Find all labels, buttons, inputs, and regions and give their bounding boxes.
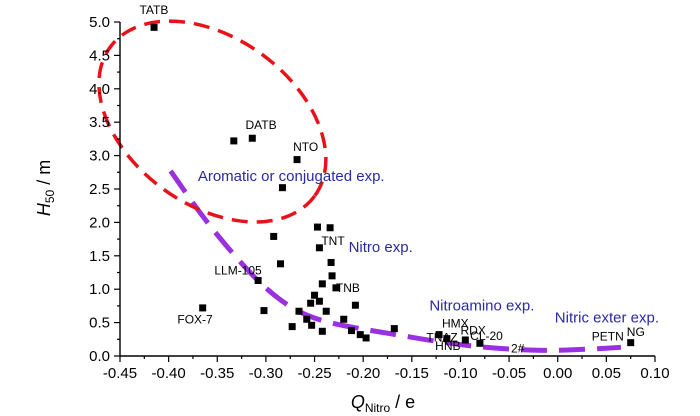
data-point [293, 156, 301, 164]
y-tick-label: 1.5 [89, 248, 110, 265]
data-point [303, 315, 311, 323]
ellipse-layer [97, 19, 328, 224]
y-tick-label: 2.5 [89, 181, 110, 198]
x-tick-label: -0.05 [492, 365, 526, 382]
x-tick-label: -0.10 [443, 365, 477, 382]
point-label: PETN [592, 330, 624, 344]
data-point [390, 325, 398, 333]
y-tick-label: 4.0 [89, 81, 110, 98]
x-tick-label: -0.20 [346, 365, 380, 382]
point-label: CL-20 [470, 329, 503, 343]
point-label: HMX [442, 316, 469, 330]
y-axis-title-unit: / m [34, 160, 54, 190]
x-tick-label: -0.35 [200, 365, 234, 382]
x-tick-label: 0.00 [543, 365, 572, 382]
y-tick-label: 1.0 [89, 281, 110, 298]
data-point [318, 280, 326, 288]
data-point [356, 331, 364, 339]
data-point [277, 260, 284, 268]
x-tick-label: -0.15 [395, 365, 429, 382]
axes: -0.45 -0.40 -0.35 -0.30 -0.25 -0.20 -0.15 -0.10… [89, 14, 669, 382]
data-point [288, 323, 296, 331]
data-point [328, 272, 336, 280]
point-label: 2# [511, 342, 525, 356]
annotation-label: Nitro exp. [349, 239, 413, 256]
data-point [318, 327, 326, 335]
point-label: HNB [435, 339, 460, 353]
y-tick-label: 3.0 [89, 148, 110, 165]
point-label: TNT [321, 234, 345, 248]
point-label: NTO [293, 140, 318, 154]
x-tick-label: 0.10 [640, 365, 669, 382]
data-point [260, 307, 268, 315]
data-point [348, 327, 356, 335]
data-point [270, 232, 278, 240]
data-point [295, 307, 303, 315]
y-tick-label: 5.0 [89, 14, 110, 31]
data-point [315, 244, 323, 252]
point-label: TATB [139, 3, 168, 17]
data-point [476, 339, 484, 347]
data-point [313, 223, 321, 231]
point-label: FOX-7 [177, 312, 213, 326]
x-tick-label: 0.05 [592, 365, 621, 382]
x-tick-label: -0.40 [152, 365, 186, 382]
y-tick-label: 3.5 [89, 114, 110, 131]
y-axis-title-sub: 50 [43, 190, 57, 204]
data-point [362, 334, 370, 342]
x-axis-title-unit: / e [390, 392, 415, 412]
data-point [230, 137, 238, 145]
data-point [443, 335, 451, 343]
data-point [435, 331, 443, 339]
y-tick-label: 0.0 [89, 348, 110, 365]
y-axis-title-main: H [34, 202, 54, 216]
y-tick-label: 0.5 [89, 315, 110, 332]
data-point [332, 284, 340, 292]
purple-dashed-fit-curve [168, 169, 622, 353]
data-point [327, 258, 335, 266]
annotations-layer: Aromatic or conjugated exp. Nitro exp. Nit… [198, 168, 659, 327]
data-point [351, 301, 359, 309]
data-point [340, 315, 348, 323]
point-label: RDX [460, 324, 485, 338]
data-point [461, 336, 469, 344]
data-point [248, 134, 256, 142]
data-point [278, 184, 286, 192]
annotation-label: Nitric exter exp. [555, 310, 659, 327]
data-point [627, 339, 635, 347]
data-point [254, 277, 262, 285]
x-tick-label: -0.25 [297, 365, 331, 382]
point-label: TNAZ [426, 330, 457, 344]
y-axis-title: H50 / m [34, 160, 57, 216]
red-dashed-ellipse [97, 19, 328, 224]
x-tick-label: -0.30 [249, 365, 283, 382]
point-label: DATB [245, 118, 276, 132]
x-axis-title: QNitro / e [351, 392, 415, 415]
annotation-label: Nitroamino exp. [429, 298, 534, 315]
x-axis-title-main: Q [351, 392, 365, 412]
point-label: LLM-105 [214, 264, 262, 278]
data-point [150, 23, 158, 31]
y-tick-label: 2.0 [89, 214, 110, 231]
x-tick-label: -0.45 [103, 365, 137, 382]
data-point [322, 307, 330, 315]
point-label: NG [627, 325, 645, 339]
fit-curve-layer [168, 169, 622, 353]
points-layer [150, 23, 635, 347]
data-point [308, 321, 316, 329]
data-point [326, 224, 334, 232]
labels-layer: TATB DATB NTO TNT LLM-105 TNB FOX-7 HMXRDXCL-20… [139, 3, 644, 356]
data-point [311, 291, 319, 299]
y-tick-label: 4.5 [89, 47, 110, 64]
data-point [315, 297, 323, 305]
annotation-label: Aromatic or conjugated exp. [198, 168, 385, 185]
data-point [199, 304, 207, 312]
x-axis-title-sub: Nitro [365, 401, 391, 415]
data-point [307, 299, 315, 307]
point-label: TNB [336, 281, 360, 295]
